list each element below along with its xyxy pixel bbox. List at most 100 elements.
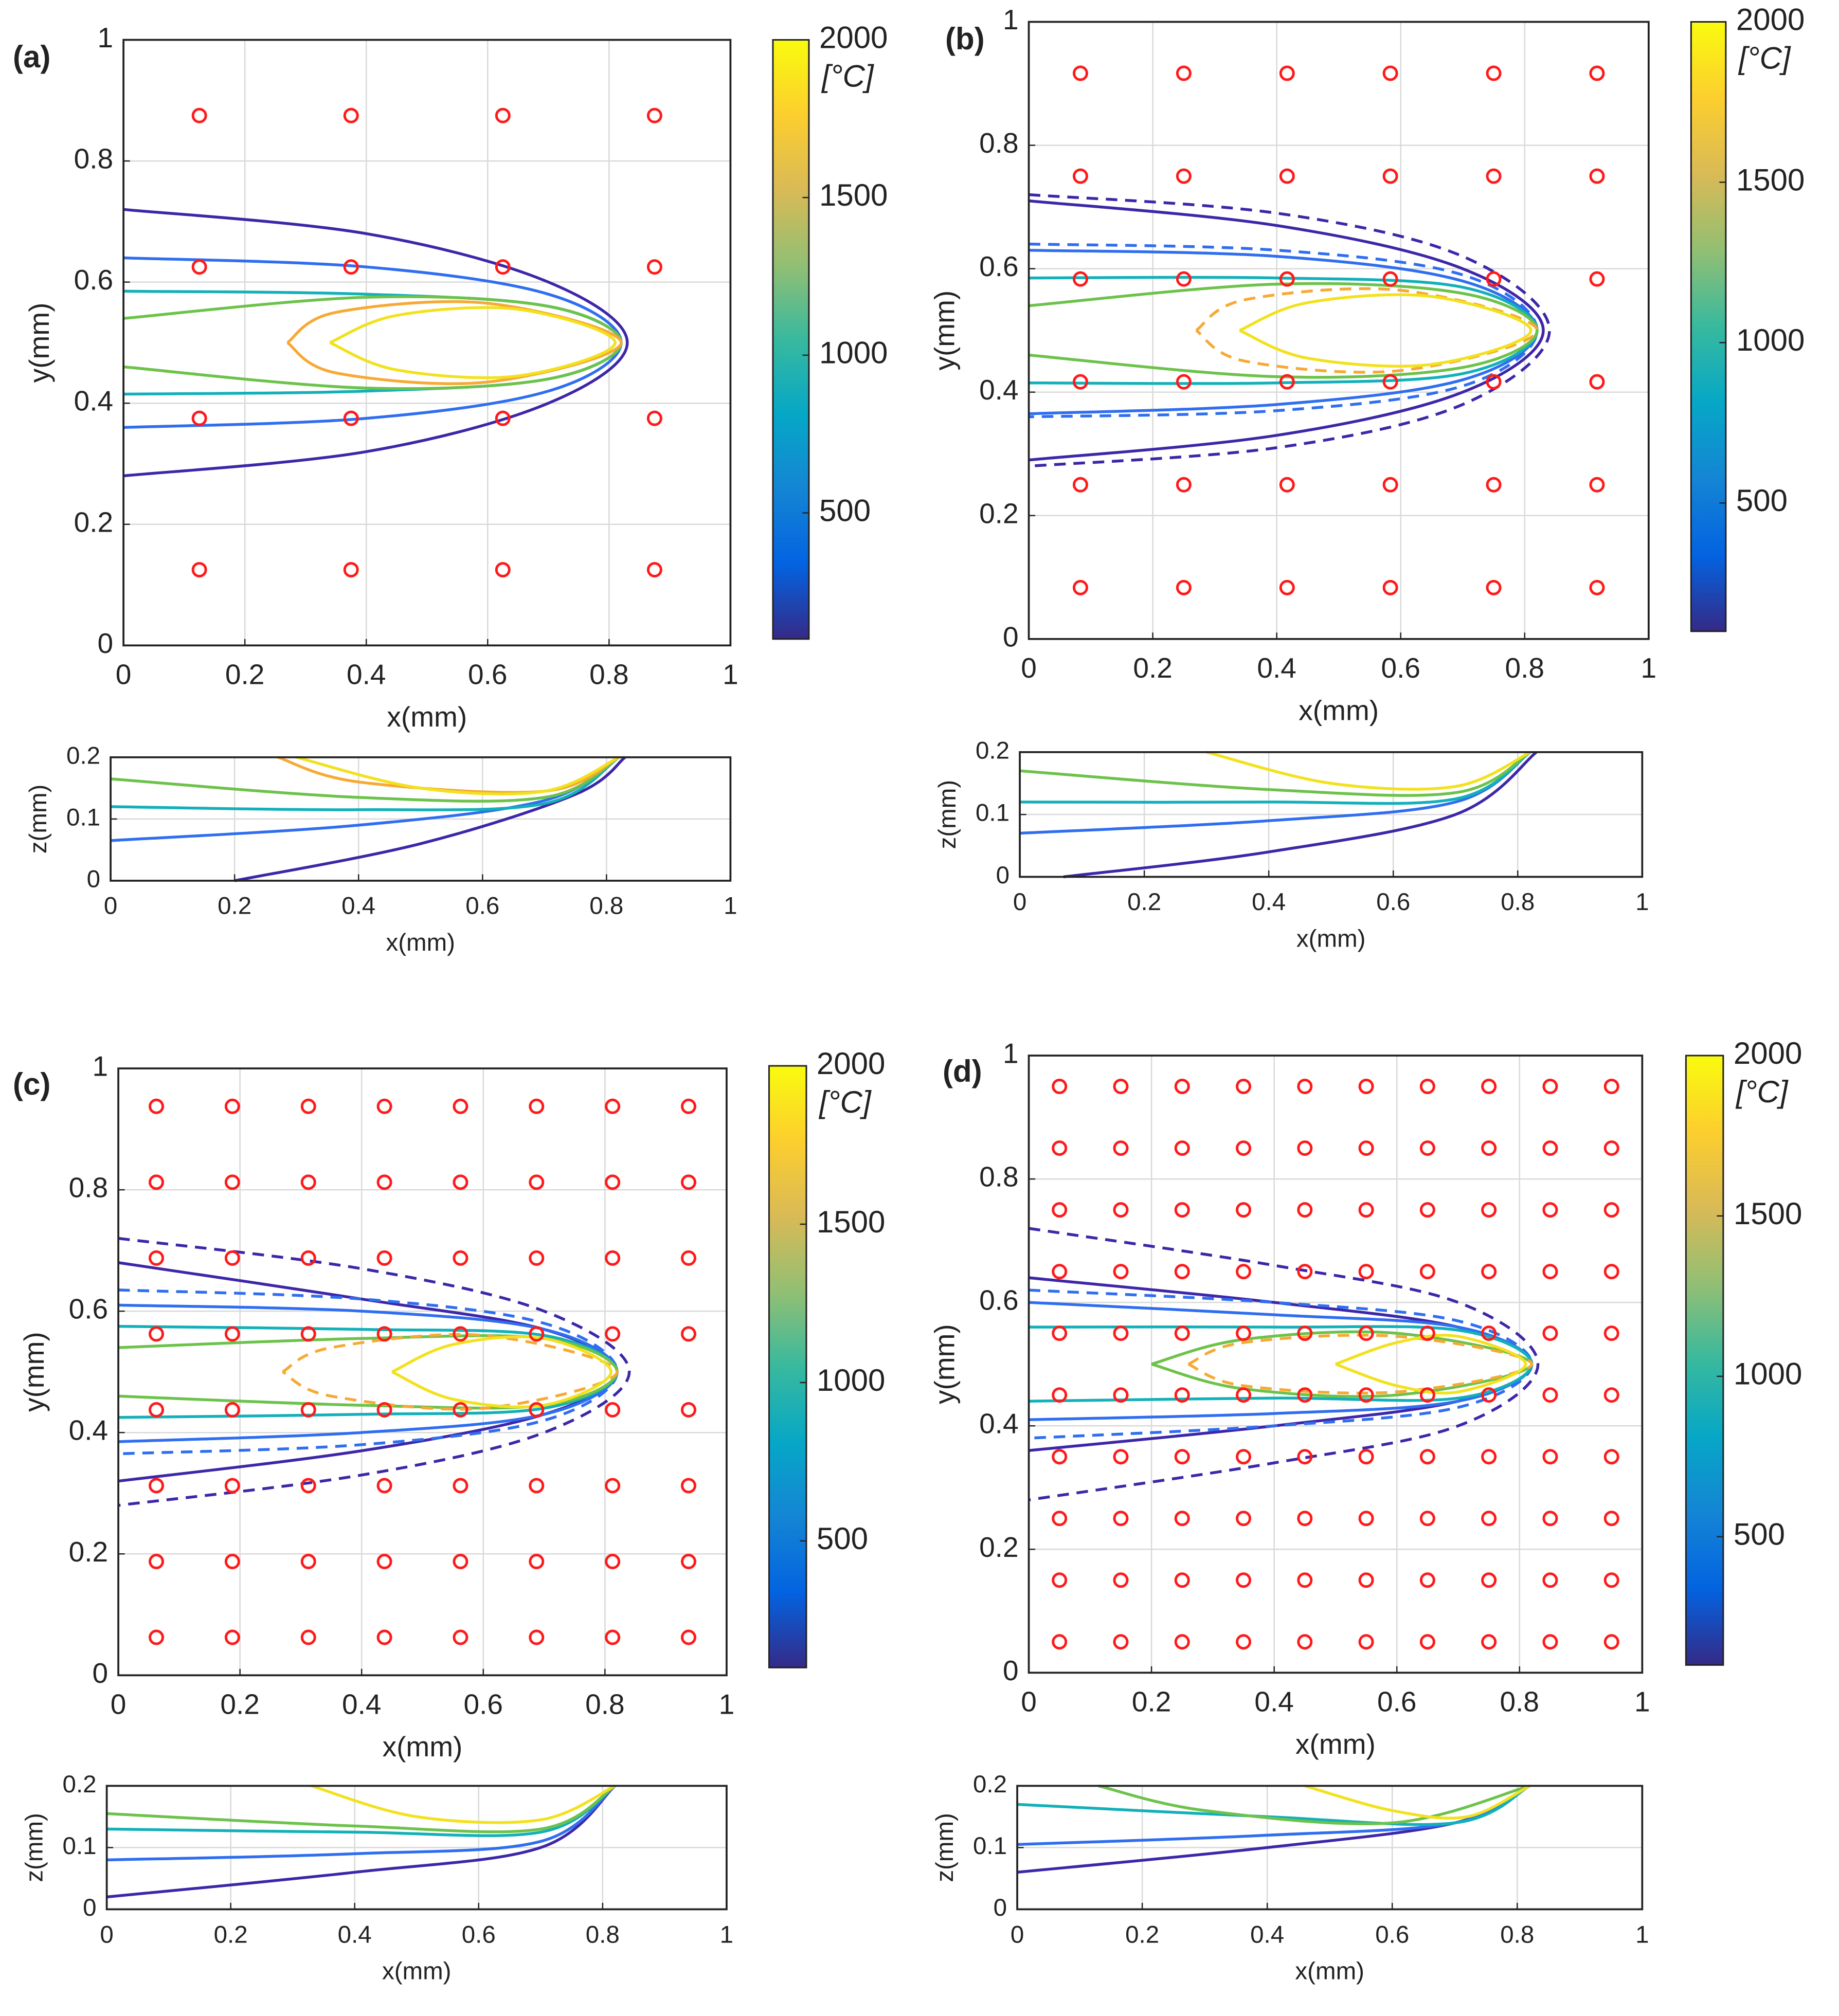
grid-point bbox=[1052, 1572, 1068, 1588]
grid-point bbox=[646, 410, 662, 426]
grid-point bbox=[1297, 1634, 1313, 1650]
grid-point bbox=[1174, 1511, 1190, 1527]
x-tick-label: 0.8 bbox=[1500, 1921, 1534, 1948]
y-tick-label: 1 bbox=[93, 1050, 109, 1082]
x-tick-label: 0.8 bbox=[589, 658, 628, 690]
contour-line bbox=[1029, 282, 1539, 379]
grid-point bbox=[1113, 1264, 1129, 1280]
grid-point bbox=[1176, 271, 1192, 287]
x-axis-label: x(mm) bbox=[1295, 1958, 1364, 1985]
contour-line bbox=[1029, 199, 1545, 462]
contour-line bbox=[118, 1288, 619, 1456]
grid-point bbox=[224, 1629, 240, 1645]
x-tick-label: 0.2 bbox=[1125, 1921, 1159, 1948]
grid-point bbox=[1072, 168, 1088, 184]
colorbar bbox=[1690, 21, 1727, 632]
contour-line bbox=[1019, 751, 1531, 797]
grid-point bbox=[453, 1629, 468, 1645]
x-tick-label: 0.6 bbox=[465, 893, 499, 920]
y-tick-label: 0.2 bbox=[976, 737, 1009, 764]
x-tick-label: 0.6 bbox=[462, 1921, 496, 1948]
grid-point bbox=[646, 562, 662, 578]
grid-point bbox=[1174, 1449, 1190, 1465]
grid-point bbox=[1486, 579, 1502, 595]
grid-point bbox=[1603, 1511, 1619, 1527]
colorbar-label: [°C] bbox=[818, 1085, 872, 1119]
y-axis-label: y(mm) bbox=[23, 303, 55, 383]
grid-point bbox=[1419, 1079, 1435, 1095]
grid-point bbox=[646, 107, 662, 123]
x-tick-label: 0.6 bbox=[464, 1688, 503, 1720]
x-tick-label: 0.4 bbox=[338, 1921, 372, 1948]
contour-line bbox=[286, 300, 623, 385]
y-tick-label: 0 bbox=[83, 1894, 96, 1921]
grid-point bbox=[1236, 1634, 1252, 1650]
grid-point bbox=[1113, 1449, 1129, 1465]
plot-area bbox=[1029, 22, 1649, 639]
grid-point bbox=[1297, 1325, 1313, 1341]
grid-point bbox=[1481, 1511, 1497, 1527]
grid-point bbox=[300, 1629, 316, 1645]
x-tick-label: 0.2 bbox=[220, 1688, 259, 1720]
grid-point bbox=[1419, 1511, 1435, 1527]
contour-line bbox=[1029, 1288, 1534, 1440]
grid-point bbox=[1052, 1634, 1068, 1650]
x-tick-label: 0.4 bbox=[1250, 1921, 1284, 1948]
grid-point bbox=[1603, 1325, 1619, 1341]
grid-point bbox=[1486, 477, 1502, 493]
x-axis-label: x(mm) bbox=[386, 929, 455, 956]
grid-point bbox=[1113, 1572, 1129, 1588]
grid-point bbox=[1486, 271, 1502, 287]
grid-point bbox=[1481, 1449, 1497, 1465]
grid-point bbox=[680, 1554, 696, 1570]
grid-point bbox=[1358, 1079, 1374, 1095]
grid-point bbox=[1589, 477, 1605, 493]
grid-point bbox=[376, 1554, 392, 1570]
grid-point bbox=[149, 1174, 165, 1190]
contour-line bbox=[106, 1785, 616, 1838]
grid-point bbox=[529, 1554, 545, 1570]
grid-point bbox=[680, 1478, 696, 1494]
grid-point bbox=[1174, 1325, 1190, 1341]
grid-point bbox=[1481, 1202, 1497, 1218]
grid-point bbox=[1176, 168, 1192, 184]
contour-line bbox=[1029, 242, 1539, 419]
y-tick-label: 0.1 bbox=[66, 804, 100, 831]
grid-point bbox=[529, 1174, 545, 1190]
y-tick-label: 0.2 bbox=[74, 506, 113, 538]
colorbar-tick-label: 1000 bbox=[1736, 323, 1805, 357]
grid-point bbox=[1297, 1079, 1313, 1095]
grid-point bbox=[605, 1098, 621, 1114]
grid-point bbox=[1297, 1572, 1313, 1588]
grid-point bbox=[376, 1629, 392, 1645]
x-tick-label: 1 bbox=[724, 893, 737, 920]
x-tick-label: 0.4 bbox=[342, 1688, 381, 1720]
grid-point bbox=[1481, 1079, 1497, 1095]
contour-line bbox=[1335, 1334, 1527, 1395]
y-tick-label: 0.4 bbox=[74, 385, 113, 417]
y-tick-label: 0.1 bbox=[63, 1832, 97, 1860]
y-tick-label: 0 bbox=[1003, 1655, 1019, 1686]
y-tick-label: 0.2 bbox=[69, 1536, 108, 1568]
grid-point bbox=[1419, 1387, 1435, 1403]
grid-point bbox=[191, 259, 207, 275]
grid-point bbox=[1113, 1511, 1129, 1527]
grid-point bbox=[1297, 1449, 1313, 1465]
grid-point bbox=[1279, 477, 1295, 493]
grid-point bbox=[680, 1174, 696, 1190]
grid-point bbox=[191, 410, 207, 426]
x-tick-label: 0.2 bbox=[218, 893, 251, 920]
grid-point bbox=[1174, 1264, 1190, 1280]
grid-point bbox=[1382, 374, 1398, 390]
grid-point bbox=[1072, 65, 1088, 81]
y-tick-label: 0.6 bbox=[979, 1284, 1018, 1316]
colorbar-label: [°C] bbox=[821, 59, 874, 93]
x-tick-label: 0.2 bbox=[214, 1921, 248, 1948]
grid-point bbox=[224, 1402, 240, 1418]
x-tick-label: 1 bbox=[720, 1921, 733, 1948]
x-tick-label: 0.4 bbox=[1257, 652, 1296, 684]
grid-point bbox=[1176, 65, 1192, 81]
colorbar-tick-label: 2000 bbox=[1734, 1036, 1802, 1070]
contour-line bbox=[118, 1237, 631, 1507]
grid-point bbox=[1358, 1202, 1374, 1218]
